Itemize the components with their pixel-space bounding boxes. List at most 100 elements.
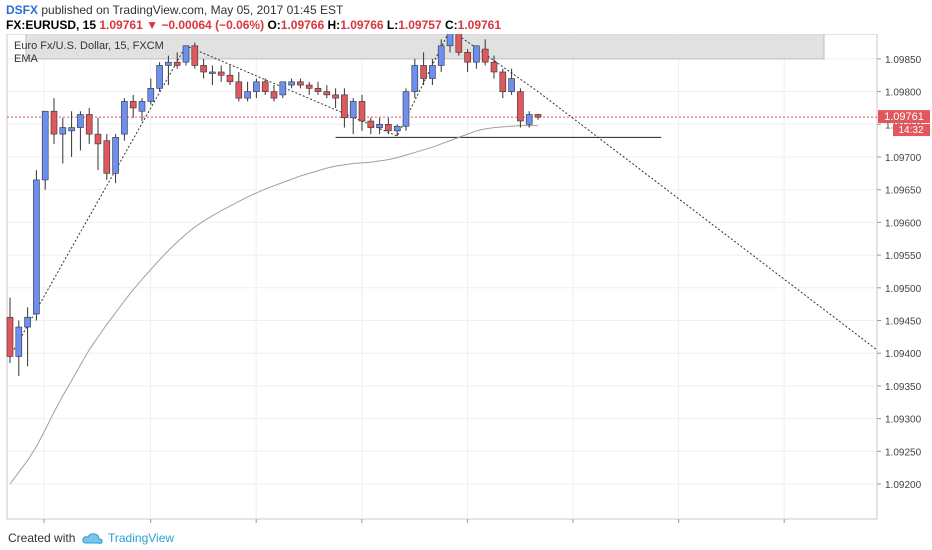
y-tick-label: 1.09350 — [885, 382, 922, 393]
candle-up[interactable] — [253, 81, 260, 92]
y-tick-label: 1.09300 — [885, 415, 922, 426]
high-label: H: — [327, 18, 341, 32]
trend-projection-line[interactable] — [9, 34, 878, 357]
grid — [7, 34, 877, 519]
current-price-tag: 1.09761 14:32 — [878, 110, 930, 137]
candle-down[interactable] — [534, 114, 542, 118]
candle-up[interactable] — [41, 110, 49, 181]
candle-down[interactable] — [490, 61, 498, 73]
candle-up[interactable] — [121, 101, 128, 135]
high-value: 1.09766 — [340, 18, 384, 32]
candle-down[interactable] — [385, 124, 392, 132]
candle-down[interactable] — [367, 120, 375, 128]
candle-up[interactable] — [138, 101, 146, 112]
candle-up[interactable] — [279, 81, 287, 96]
candle-down[interactable] — [94, 133, 102, 145]
candle-up[interactable] — [376, 124, 383, 128]
candle-down[interactable] — [420, 65, 427, 79]
footer: Created with TradingView — [0, 526, 932, 550]
price-chart[interactable]: Euro Fx/U.S. Dollar, 15, FXCM EMA 1.0990… — [0, 34, 932, 526]
symbol-label: FX:EURUSD, 15 — [6, 18, 97, 32]
y-tick-label: 1.09850 — [885, 55, 922, 66]
candle-down[interactable] — [103, 140, 111, 174]
close-label: C: — [444, 18, 458, 32]
y-tick-label: 1.09600 — [885, 218, 922, 229]
price-axis[interactable]: 1.099001.098501.098001.097501.097001.096… — [877, 34, 922, 491]
candle-up[interactable] — [15, 326, 23, 357]
countdown-bg — [893, 124, 930, 137]
candle-down[interactable] — [129, 101, 137, 109]
candle-up[interactable] — [209, 71, 216, 74]
candle-down[interactable] — [261, 81, 269, 92]
candle-down[interactable] — [464, 52, 471, 63]
plot-area[interactable] — [6, 34, 878, 520]
candle-up[interactable] — [402, 91, 410, 127]
y-tick-label: 1.09250 — [885, 447, 922, 458]
candle-up[interactable] — [437, 45, 445, 66]
candle-down[interactable] — [85, 114, 93, 135]
y-tick-label: 1.09450 — [885, 317, 922, 328]
candle-down[interactable] — [323, 91, 331, 96]
candle-up[interactable] — [411, 65, 419, 92]
candle-down[interactable] — [517, 91, 524, 122]
candle-down[interactable] — [332, 94, 339, 99]
candle-down[interactable] — [226, 74, 234, 83]
down-triangle-icon: ▼ — [146, 18, 158, 32]
candle-down[interactable] — [305, 84, 313, 89]
candle-down[interactable] — [200, 65, 207, 73]
candle-up[interactable] — [446, 34, 454, 47]
created-with-label: Created with — [8, 531, 76, 545]
candle-down[interactable] — [191, 45, 199, 66]
candle-up[interactable] — [147, 88, 155, 102]
candle-down[interactable] — [50, 110, 58, 135]
candle-up[interactable] — [182, 45, 190, 63]
published-text: published on TradingView.com, May 05, 20… — [41, 3, 344, 17]
candle-up[interactable] — [112, 137, 119, 174]
candle-up[interactable] — [525, 114, 533, 125]
time-axis[interactable]: 503:0006:0009:0012:0015:0018:0021:00 — [41, 519, 797, 526]
candle-down[interactable] — [455, 34, 463, 53]
candle-down[interactable] — [297, 81, 304, 86]
price-change: −0.00064 (−0.06%) — [161, 18, 265, 32]
y-tick-label: 1.09200 — [885, 480, 922, 491]
legend-title: Euro Fx/U.S. Dollar, 15, FXCM — [14, 40, 164, 52]
candle-up[interactable] — [393, 125, 401, 132]
candle-up[interactable] — [349, 101, 357, 119]
candle-up[interactable] — [24, 316, 31, 328]
y-tick-label: 1.09400 — [885, 349, 922, 360]
y-tick-label: 1.09550 — [885, 251, 922, 262]
candle-up[interactable] — [429, 65, 436, 79]
candle-up[interactable] — [165, 61, 172, 66]
candle-down[interactable] — [270, 91, 278, 99]
candle-up[interactable] — [68, 127, 75, 132]
y-tick-label: 1.09500 — [885, 284, 922, 295]
candle-up[interactable] — [288, 81, 295, 86]
candle-up[interactable] — [59, 127, 67, 135]
candles — [6, 34, 542, 377]
countdown-value: 14:32 — [898, 125, 923, 136]
legend-indicator: EMA — [14, 53, 39, 65]
publisher-name[interactable]: DSFX — [6, 3, 39, 17]
y-tick-label: 1.09650 — [885, 186, 922, 197]
candle-down[interactable] — [314, 88, 322, 92]
y-tick-label: 1.09700 — [885, 153, 922, 164]
candle-down[interactable] — [173, 61, 181, 66]
close-value: 1.09761 — [457, 18, 502, 32]
candle-down[interactable] — [499, 71, 507, 92]
candle-up[interactable] — [473, 45, 480, 63]
candle-down[interactable] — [358, 101, 366, 122]
candle-down[interactable] — [217, 71, 225, 76]
candle-up[interactable] — [156, 65, 163, 89]
candle-down[interactable] — [6, 316, 14, 357]
candle-down[interactable] — [235, 81, 243, 99]
candle-up[interactable] — [33, 179, 40, 315]
candle-up[interactable] — [244, 91, 251, 99]
tradingview-brand[interactable]: TradingView — [108, 531, 175, 545]
candle-up[interactable] — [77, 114, 84, 128]
publish-info: DSFX published on TradingView.com, May 0… — [6, 3, 343, 17]
price-tag-bg — [878, 110, 930, 124]
candle-up[interactable] — [508, 78, 515, 92]
candle-down[interactable] — [341, 94, 348, 119]
resistance-zone[interactable] — [25, 34, 825, 60]
candle-down[interactable] — [481, 48, 489, 63]
